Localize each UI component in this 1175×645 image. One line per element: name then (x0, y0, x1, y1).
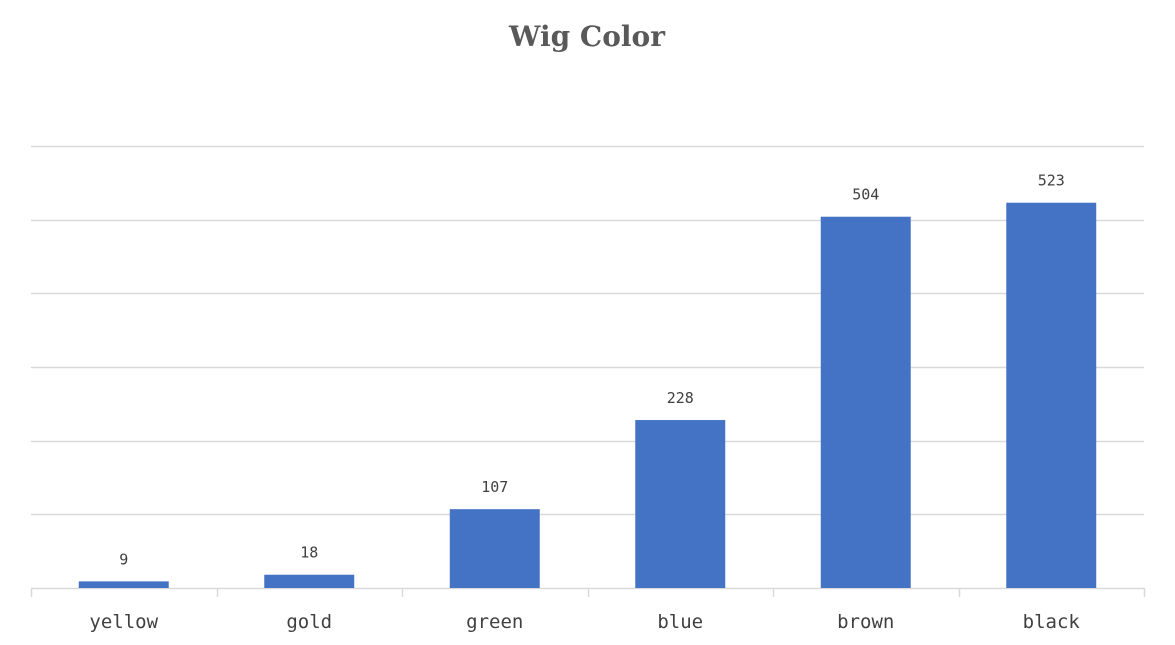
bar-blue (635, 420, 726, 588)
bar-yellow (78, 581, 169, 588)
chart-title: Wig Color (508, 20, 666, 53)
x-axis (30, 587, 1146, 597)
x-tick-label: green (466, 611, 523, 633)
data-label: 523 (1038, 172, 1065, 190)
x-tick-labels: yellow gold green blue brown black (89, 611, 1080, 633)
data-label: 504 (852, 186, 879, 204)
bar-brown (820, 216, 911, 588)
data-label: 107 (481, 478, 508, 496)
data-label: 18 (300, 544, 318, 562)
bar-gold (264, 574, 355, 588)
data-labels: 9 18 107 228 504 523 (119, 172, 1065, 569)
bars (78, 202, 1097, 588)
x-tick-label: gold (286, 611, 332, 633)
x-tick-label: yellow (89, 611, 158, 633)
bar-black (1006, 202, 1097, 588)
data-label: 228 (667, 389, 694, 407)
bar-green (449, 509, 540, 588)
gridlines (31, 145, 1144, 516)
x-tick-label: brown (837, 611, 894, 633)
x-tick-label: black (1023, 611, 1081, 633)
data-label: 9 (119, 550, 128, 568)
x-tick-label: blue (657, 611, 703, 633)
